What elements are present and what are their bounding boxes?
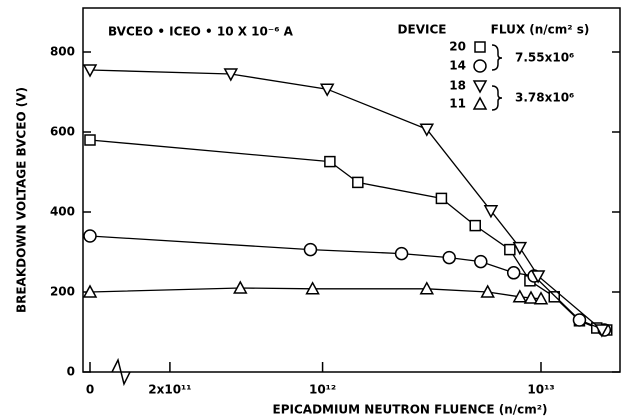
series-line bbox=[89, 69, 603, 331]
marker-square bbox=[84, 134, 96, 146]
marker-triangle-down bbox=[530, 270, 546, 284]
marker-circle bbox=[83, 229, 97, 243]
marker-triangle-down bbox=[419, 123, 435, 137]
marker-square bbox=[548, 291, 561, 303]
legend-label: 11 bbox=[449, 97, 466, 111]
marker-square bbox=[324, 155, 336, 168]
y-tick-label: 800 bbox=[50, 45, 75, 59]
marker-circle bbox=[473, 59, 487, 73]
marker-square bbox=[352, 176, 364, 189]
legend-header: DEVICE bbox=[398, 23, 447, 37]
annotation: BVCEO • ICEO • 10 X 10⁻⁶ A bbox=[108, 25, 294, 39]
marker-circle bbox=[506, 266, 521, 280]
marker-triangle-down bbox=[594, 324, 610, 338]
y-tick-label: 400 bbox=[50, 205, 75, 219]
marker-triangle-up bbox=[533, 291, 549, 305]
marker-triangle-down bbox=[82, 64, 98, 78]
marker-triangle-up bbox=[305, 281, 320, 295]
y-tick-label: 600 bbox=[50, 125, 75, 139]
marker-circle bbox=[394, 246, 409, 261]
marker-triangle-up bbox=[419, 281, 435, 295]
marker-circle bbox=[303, 242, 318, 257]
marker-circle bbox=[474, 254, 488, 269]
x-tick-label: 10¹³ bbox=[527, 383, 554, 397]
plot-frame bbox=[82, 7, 621, 373]
marker-square bbox=[435, 192, 448, 205]
axis-break bbox=[111, 357, 131, 387]
x-tick-label: 0 bbox=[86, 383, 94, 397]
marker-square bbox=[469, 219, 481, 232]
legend-flux: 3.78x10⁶ bbox=[515, 91, 574, 105]
legend-flux: 7.55x10⁶ bbox=[515, 51, 574, 65]
y-axis-label: BREAKDOWN VOLTAGE BVCEO (V) bbox=[15, 87, 29, 313]
x-axis-label: EPICADMIUM NEUTRON FLUENCE (n/cm²) bbox=[273, 403, 548, 417]
marker-triangle-down bbox=[512, 241, 528, 256]
legend-label: 18 bbox=[449, 79, 466, 93]
y-tick-label: 200 bbox=[50, 285, 75, 299]
marker-square bbox=[474, 41, 486, 53]
y-tick-label: 0 bbox=[67, 365, 75, 379]
marker-triangle-down bbox=[483, 205, 499, 219]
marker-circle bbox=[442, 250, 456, 265]
marker-triangle-down bbox=[472, 80, 488, 94]
legend-label: 20 bbox=[449, 40, 466, 54]
legend-brace bbox=[491, 85, 503, 111]
marker-triangle-up bbox=[472, 96, 488, 110]
legend-header: FLUX (n/cm² s) bbox=[491, 23, 590, 37]
marker-triangle-up bbox=[480, 284, 495, 298]
marker-triangle-down bbox=[223, 68, 239, 82]
marker-triangle-up bbox=[233, 280, 248, 294]
marker-triangle-down bbox=[319, 83, 335, 97]
x-tick-label: 2x10¹¹ bbox=[148, 383, 191, 397]
marker-triangle-up bbox=[512, 289, 528, 303]
marker-circle bbox=[572, 313, 587, 327]
legend-label: 14 bbox=[449, 59, 466, 73]
legend-brace bbox=[491, 44, 503, 71]
marker-triangle-up bbox=[523, 290, 539, 304]
marker-square bbox=[504, 243, 516, 256]
marker-triangle-up bbox=[82, 284, 98, 298]
x-tick-label: 10¹² bbox=[309, 383, 336, 397]
